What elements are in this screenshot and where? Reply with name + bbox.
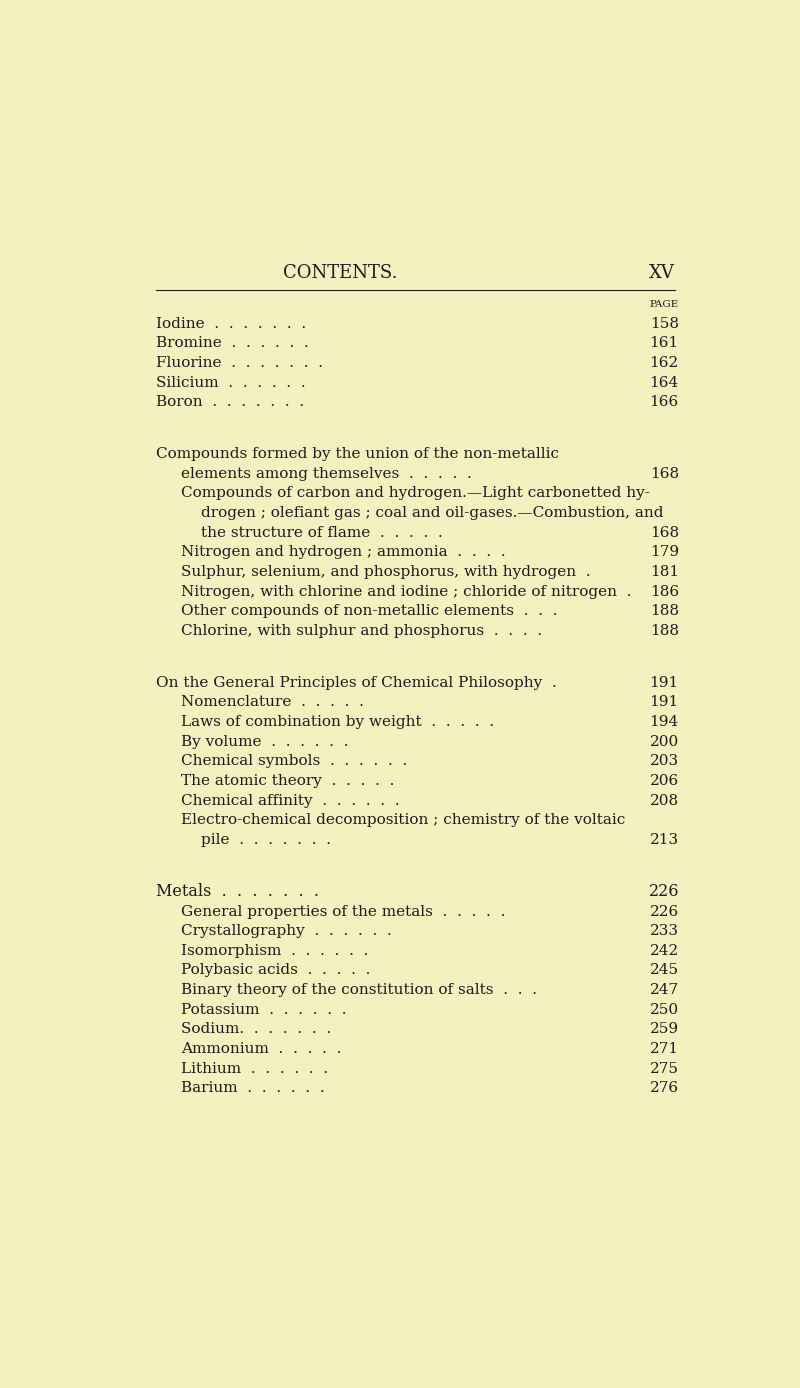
Text: Sulphur, selenium, and phosphorus, with hydrogen  .: Sulphur, selenium, and phosphorus, with … xyxy=(182,565,591,579)
Text: Binary theory of the constitution of salts  .  .  .: Binary theory of the constitution of sal… xyxy=(182,983,538,997)
Text: Boron  .  .  .  .  .  .  .: Boron . . . . . . . xyxy=(156,396,304,409)
Text: 203: 203 xyxy=(650,755,678,769)
Text: Laws of combination by weight  .  .  .  .  .: Laws of combination by weight . . . . . xyxy=(182,715,494,729)
Text: General properties of the metals  .  .  .  .  .: General properties of the metals . . . .… xyxy=(182,905,506,919)
Text: 276: 276 xyxy=(650,1081,678,1095)
Text: Fluorine  .  .  .  .  .  .  .: Fluorine . . . . . . . xyxy=(156,355,323,371)
Text: Lithium  .  .  .  .  .  .: Lithium . . . . . . xyxy=(182,1062,329,1076)
Text: Compounds formed by the union of the non-metallic: Compounds formed by the union of the non… xyxy=(156,447,558,461)
Text: Nitrogen and hydrogen ; ammonia  .  .  .  .: Nitrogen and hydrogen ; ammonia . . . . xyxy=(182,545,506,559)
Text: Sodium.  .  .  .  .  .  .: Sodium. . . . . . . xyxy=(182,1023,331,1037)
Text: Silicium  .  .  .  .  .  .: Silicium . . . . . . xyxy=(156,376,306,390)
Text: 158: 158 xyxy=(650,316,678,330)
Text: 208: 208 xyxy=(650,794,678,808)
Text: Electro-chemical decomposition ; chemistry of the voltaic: Electro-chemical decomposition ; chemist… xyxy=(182,813,626,827)
Text: On the General Principles of Chemical Philosophy  .: On the General Principles of Chemical Ph… xyxy=(156,676,557,690)
Text: Isomorphism  .  .  .  .  .  .: Isomorphism . . . . . . xyxy=(182,944,369,958)
Text: 226: 226 xyxy=(649,883,679,901)
Text: 233: 233 xyxy=(650,924,678,938)
Text: 245: 245 xyxy=(650,963,678,977)
Text: 226: 226 xyxy=(650,905,679,919)
Text: 179: 179 xyxy=(650,545,678,559)
Text: 191: 191 xyxy=(650,695,679,709)
Text: 250: 250 xyxy=(650,1002,678,1017)
Text: By volume  .  .  .  .  .  .: By volume . . . . . . xyxy=(182,734,349,748)
Text: the structure of flame  .  .  .  .  .: the structure of flame . . . . . xyxy=(201,526,442,540)
Text: 161: 161 xyxy=(650,336,679,350)
Text: 162: 162 xyxy=(650,355,679,371)
Text: 188: 188 xyxy=(650,604,678,618)
Text: 259: 259 xyxy=(650,1023,678,1037)
Text: Barium  .  .  .  .  .  .: Barium . . . . . . xyxy=(182,1081,325,1095)
Text: 271: 271 xyxy=(650,1042,678,1056)
Text: The atomic theory  .  .  .  .  .: The atomic theory . . . . . xyxy=(182,775,394,788)
Text: 191: 191 xyxy=(650,676,679,690)
Text: pile  .  .  .  .  .  .  .: pile . . . . . . . xyxy=(201,833,330,847)
Text: 206: 206 xyxy=(650,775,679,788)
Text: CONTENTS.: CONTENTS. xyxy=(283,264,398,282)
Text: Ammonium  .  .  .  .  .: Ammonium . . . . . xyxy=(182,1042,342,1056)
Text: 247: 247 xyxy=(650,983,678,997)
Text: Compounds of carbon and hydrogen.—Light carbonetted hy-: Compounds of carbon and hydrogen.—Light … xyxy=(182,486,650,501)
Text: 213: 213 xyxy=(650,833,678,847)
Text: 168: 168 xyxy=(650,526,678,540)
Text: 194: 194 xyxy=(650,715,679,729)
Text: Iodine  .  .  .  .  .  .  .: Iodine . . . . . . . xyxy=(156,316,306,330)
Text: drogen ; olefiant gas ; coal and oil-gases.—Combustion, and: drogen ; olefiant gas ; coal and oil-gas… xyxy=(201,507,663,520)
Text: Polybasic acids  .  .  .  .  .: Polybasic acids . . . . . xyxy=(182,963,370,977)
Text: Nomenclature  .  .  .  .  .: Nomenclature . . . . . xyxy=(182,695,364,709)
Text: Nitrogen, with chlorine and iodine ; chloride of nitrogen  .: Nitrogen, with chlorine and iodine ; chl… xyxy=(182,584,632,598)
Text: Potassium  .  .  .  .  .  .: Potassium . . . . . . xyxy=(182,1002,347,1017)
Text: 188: 188 xyxy=(650,623,678,638)
Text: 200: 200 xyxy=(650,734,679,748)
Text: Chemical affinity  .  .  .  .  .  .: Chemical affinity . . . . . . xyxy=(182,794,400,808)
Text: XV: XV xyxy=(649,264,675,282)
Text: Chlorine, with sulphur and phosphorus  .  .  .  .: Chlorine, with sulphur and phosphorus . … xyxy=(182,623,542,638)
Text: 275: 275 xyxy=(650,1062,678,1076)
Text: Chemical symbols  .  .  .  .  .  .: Chemical symbols . . . . . . xyxy=(182,755,408,769)
Text: 186: 186 xyxy=(650,584,678,598)
Text: PAGE: PAGE xyxy=(650,300,679,310)
Text: 168: 168 xyxy=(650,466,678,480)
Text: Metals  .  .  .  .  .  .  .: Metals . . . . . . . xyxy=(156,883,318,901)
Text: 164: 164 xyxy=(650,376,679,390)
Text: 166: 166 xyxy=(650,396,679,409)
Text: 242: 242 xyxy=(650,944,679,958)
Text: Crystallography  .  .  .  .  .  .: Crystallography . . . . . . xyxy=(182,924,392,938)
Text: 181: 181 xyxy=(650,565,678,579)
Text: Bromine  .  .  .  .  .  .: Bromine . . . . . . xyxy=(156,336,309,350)
Text: Other compounds of non-metallic elements  .  .  .: Other compounds of non-metallic elements… xyxy=(182,604,558,618)
Text: elements among themselves  .  .  .  .  .: elements among themselves . . . . . xyxy=(182,466,472,480)
